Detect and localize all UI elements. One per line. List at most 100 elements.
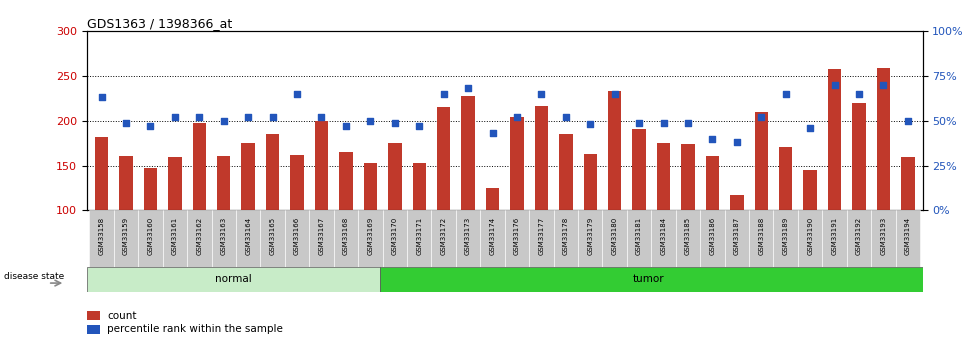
Text: GSM33194: GSM33194	[905, 217, 911, 255]
Bar	[120, 156, 132, 210]
Bar	[95, 137, 108, 210]
Bar	[804, 170, 817, 210]
Bar	[114, 210, 138, 267]
Bar	[871, 210, 895, 267]
Point	[191, 115, 207, 120]
Bar	[462, 96, 475, 210]
Bar	[852, 103, 866, 210]
Bar	[901, 157, 915, 210]
Point	[607, 91, 622, 97]
Text: GSM33186: GSM33186	[709, 217, 716, 255]
Bar	[381, 267, 923, 292]
Bar	[657, 143, 670, 210]
Bar	[828, 69, 841, 210]
Bar	[608, 91, 621, 210]
Point	[412, 124, 427, 129]
Text: GSM33193: GSM33193	[880, 217, 887, 255]
Bar	[261, 210, 285, 267]
Bar	[358, 210, 383, 267]
Bar	[291, 155, 303, 210]
Point	[436, 91, 451, 97]
Text: GSM33190: GSM33190	[808, 217, 813, 255]
Bar	[480, 210, 504, 267]
Bar	[877, 68, 890, 210]
Text: GSM33188: GSM33188	[758, 217, 764, 255]
Text: GSM33181: GSM33181	[637, 217, 642, 255]
Bar	[730, 195, 744, 210]
Bar	[749, 210, 774, 267]
Bar	[554, 210, 578, 267]
Bar	[192, 124, 206, 210]
Text: GSM33167: GSM33167	[319, 217, 325, 255]
Bar	[754, 112, 768, 210]
Text: GSM33177: GSM33177	[538, 217, 545, 255]
Point	[509, 115, 525, 120]
Point	[704, 136, 720, 141]
Point	[533, 91, 549, 97]
Bar	[168, 157, 182, 210]
Bar	[724, 210, 749, 267]
Bar	[779, 147, 792, 210]
Text: GSM33189: GSM33189	[782, 217, 788, 255]
Bar	[383, 210, 407, 267]
Bar	[706, 156, 719, 210]
Point	[485, 130, 500, 136]
Text: GSM33191: GSM33191	[832, 217, 838, 255]
Point	[290, 91, 305, 97]
Bar	[315, 121, 328, 210]
Bar	[681, 144, 695, 210]
Bar	[266, 134, 279, 210]
Bar	[676, 210, 700, 267]
Bar	[285, 210, 309, 267]
Point	[876, 82, 892, 88]
Bar	[774, 210, 798, 267]
Bar	[212, 210, 236, 267]
Text: GSM33185: GSM33185	[685, 217, 691, 255]
Point	[803, 125, 818, 131]
Text: normal: normal	[215, 275, 252, 284]
Bar	[700, 210, 724, 267]
Point	[753, 115, 769, 120]
Text: GSM33170: GSM33170	[392, 217, 398, 255]
Point	[362, 118, 378, 124]
Text: GSM33176: GSM33176	[514, 217, 520, 255]
Point	[827, 82, 842, 88]
Point	[900, 118, 916, 124]
Bar	[529, 210, 554, 267]
Point	[461, 86, 476, 91]
Point	[729, 139, 745, 145]
Point	[582, 121, 598, 127]
Point	[338, 124, 354, 129]
Text: GSM33180: GSM33180	[611, 217, 617, 255]
Bar	[437, 107, 450, 210]
Text: GSM33158: GSM33158	[99, 217, 104, 255]
Bar	[138, 210, 162, 267]
Text: GSM33178: GSM33178	[563, 217, 569, 255]
Bar	[895, 210, 920, 267]
Point	[94, 95, 109, 100]
Bar	[363, 163, 377, 210]
Text: GSM33161: GSM33161	[172, 217, 178, 255]
Bar	[407, 210, 432, 267]
Bar	[144, 168, 157, 210]
Bar	[87, 311, 100, 320]
Bar	[412, 163, 426, 210]
Bar	[603, 210, 627, 267]
Bar	[559, 134, 573, 210]
Text: GSM33169: GSM33169	[367, 217, 373, 255]
Text: GSM33162: GSM33162	[196, 217, 202, 255]
Bar	[583, 154, 597, 210]
Text: GSM33165: GSM33165	[270, 217, 275, 255]
Bar	[90, 210, 114, 267]
Bar	[236, 210, 261, 267]
Text: percentile rank within the sample: percentile rank within the sample	[107, 325, 283, 334]
Bar	[486, 188, 499, 210]
Text: GSM33163: GSM33163	[221, 217, 227, 255]
Point	[216, 118, 232, 124]
Text: GSM33168: GSM33168	[343, 217, 349, 255]
Bar	[388, 143, 402, 210]
Text: GSM33184: GSM33184	[661, 217, 667, 255]
Point	[656, 120, 671, 125]
Text: GSM33160: GSM33160	[148, 217, 154, 255]
Text: GSM33172: GSM33172	[440, 217, 446, 255]
